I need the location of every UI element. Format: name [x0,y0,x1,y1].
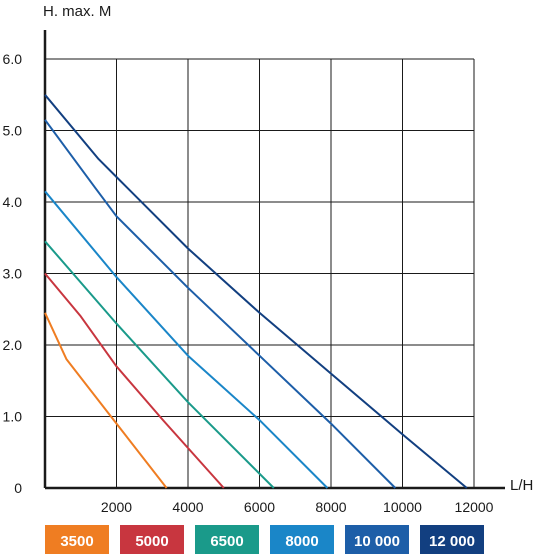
y-axis-label: H. max. M [43,3,111,20]
x-axis-label: L/H [510,477,533,494]
x-tick-label: 8000 [315,499,346,515]
series-line-5000 [44,272,225,489]
y-tick-label: 0 [14,480,22,496]
legend-label: 5000 [135,533,168,550]
legend-swatch [345,525,409,554]
series-line-12000 [44,94,468,489]
x-tick-label: 6000 [244,499,275,515]
legend-label: 6500 [210,533,243,550]
x-tick-label: 4000 [172,499,203,515]
series-lines [44,94,468,489]
legend-swatch [270,525,334,554]
legend-label: 12 000 [429,533,475,550]
axes [43,30,505,490]
legend-swatch [45,525,109,554]
legend-swatch [420,525,484,554]
tick-labels: 0 1.0 2.0 3.0 4.0 5.0 6.0 2000 4000 6000 8000 10000… [3,51,494,515]
series-line-6500 [44,240,275,489]
series-line-8000 [44,190,329,489]
y-tick-label: 6.0 [3,51,23,67]
grid [45,58,475,488]
series-line-3500 [44,312,168,489]
y-tick-label: 1.0 [3,409,23,425]
legend-label: 8000 [285,533,318,550]
x-tick-label: 10000 [383,499,422,515]
legend: 3500 5000 6500 8000 10 000 12 000 [45,525,484,554]
y-tick-label: 2.0 [3,337,23,353]
x-tick-label: 2000 [101,499,132,515]
legend-swatch [195,525,259,554]
y-tick-label: 4.0 [3,194,23,210]
legend-label: 3500 [60,533,93,550]
y-tick-label: 3.0 [3,266,23,282]
y-tick-label: 5.0 [3,123,23,139]
x-tick-label: 12000 [455,499,494,515]
legend-swatch [120,525,184,554]
legend-label: 10 000 [354,533,400,550]
series-line-10000 [44,119,397,489]
